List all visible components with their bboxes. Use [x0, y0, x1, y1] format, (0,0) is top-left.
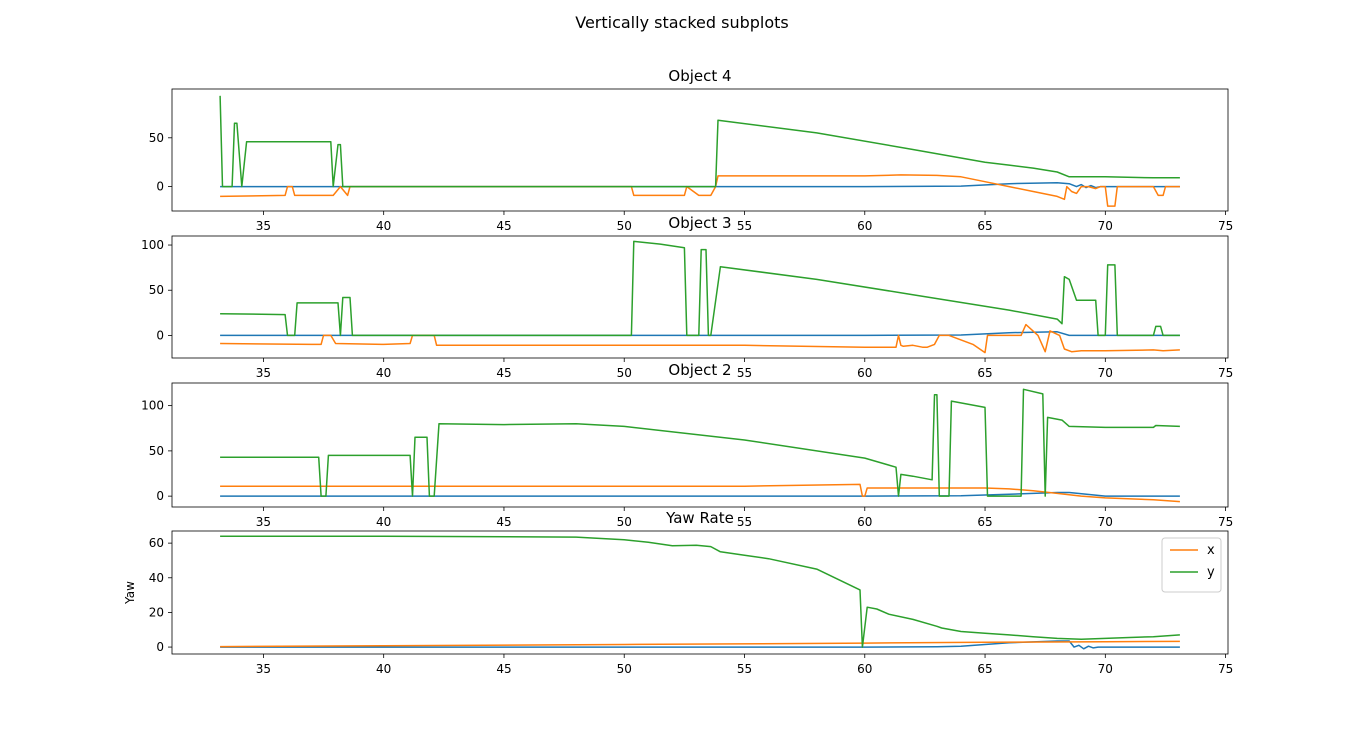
- panel-4-ytick-label: 20: [149, 605, 164, 619]
- panel-2-ytick-label: 100: [141, 238, 164, 252]
- panel-1-xtick-label: 75: [1218, 219, 1233, 233]
- panel-2-title: Object 3: [668, 214, 731, 232]
- panel-2-xtick-label: 35: [256, 366, 271, 380]
- panel-3-series-blue-line: [220, 491, 1180, 497]
- panel-3-xtick-label: 45: [496, 515, 511, 529]
- panel-1-xtick-label: 65: [977, 219, 992, 233]
- panel-4-xtick-label: 45: [496, 662, 511, 676]
- panel-1-title: Object 4: [668, 67, 731, 85]
- panel-1-xtick-label: 70: [1098, 219, 1113, 233]
- panel-4-xtick-label: 75: [1218, 662, 1233, 676]
- panel-3-ytick-label: 100: [141, 399, 164, 413]
- panel-2-xtick-label: 50: [617, 366, 632, 380]
- panel-2-xtick-label: 55: [737, 366, 752, 380]
- panel-4-series-x-line: [220, 640, 1180, 648]
- panel-3-series-green-line: [220, 388, 1180, 497]
- figure-suptitle: Vertically stacked subplots: [575, 13, 789, 32]
- panel-2-xtick-label: 45: [496, 366, 511, 380]
- panel-4-series-blue-line: [220, 640, 1180, 650]
- panel-3-xtick-label: 35: [256, 515, 271, 529]
- panel-4-ylabel: Yaw: [123, 581, 137, 605]
- panel-3-xtick-label: 60: [857, 515, 872, 529]
- panel-2-xtick-label: 75: [1218, 366, 1233, 380]
- panel-2-axes-frame: [171, 235, 1229, 359]
- panel-1-xtick-label: 50: [617, 219, 632, 233]
- panel-3-xtick-label: 40: [376, 515, 391, 529]
- panel-3-xtick-label: 70: [1098, 515, 1113, 529]
- panel-1-ytick-label: 50: [149, 131, 164, 145]
- panel-1-xtick-label: 35: [256, 219, 271, 233]
- panel-2-ytick-label: 50: [149, 283, 164, 297]
- panel-2-series-orange-line: [220, 323, 1180, 354]
- panel-3-ytick-label: 0: [156, 489, 164, 503]
- panel-4-xtick-label: 65: [977, 662, 992, 676]
- panel-1-xtick-label: 60: [857, 219, 872, 233]
- panel-3-xtick-label: 50: [617, 515, 632, 529]
- panel-4-title: Yaw Rate: [665, 509, 734, 527]
- panel-2-ytick-label: 0: [156, 328, 164, 342]
- panel-1-ytick-label: 0: [156, 180, 164, 194]
- panel-4-ytick-label: 60: [149, 536, 164, 550]
- panel-4-ytick-label: 0: [156, 640, 164, 654]
- panel-1-series-orange-line: [220, 174, 1180, 207]
- panel-2-xtick-label: 60: [857, 366, 872, 380]
- panel-2-series-green-line: [220, 240, 1180, 337]
- panel-3-axes-frame: [171, 382, 1229, 508]
- panel-1-axes-frame: [171, 88, 1229, 212]
- panel-4-xtick-label: 70: [1098, 662, 1113, 676]
- panel-1-xtick-label: 55: [737, 219, 752, 233]
- panel-3-title: Object 2: [668, 361, 731, 379]
- panel-4-xtick-label: 60: [857, 662, 872, 676]
- panel-3-ytick-label: 50: [149, 444, 164, 458]
- panel-4-xtick-label: 40: [376, 662, 391, 676]
- panel-4-xtick-label: 55: [737, 662, 752, 676]
- panel-4-axes-frame: [171, 530, 1229, 655]
- panel-1-xtick-label: 40: [376, 219, 391, 233]
- legend-box: [1161, 537, 1222, 593]
- panel-3-xtick-label: 55: [737, 515, 752, 529]
- panel-4-xtick-label: 35: [256, 662, 271, 676]
- panel-4-series-y-line: [220, 535, 1180, 648]
- panel-1-xtick-label: 45: [496, 219, 511, 233]
- panel-1-series-green-line: [219, 95, 1180, 188]
- panel-3-xtick-label: 65: [977, 515, 992, 529]
- legend-label-x: x: [1207, 543, 1215, 558]
- panel-4-xtick-label: 50: [617, 662, 632, 676]
- panel-4-ytick-label: 40: [149, 571, 164, 585]
- panel-3-xtick-label: 75: [1218, 515, 1233, 529]
- panel-2-xtick-label: 65: [977, 366, 992, 380]
- panel-2-xtick-label: 70: [1098, 366, 1113, 380]
- panel-2-xtick-label: 40: [376, 366, 391, 380]
- legend-label-y: y: [1207, 565, 1215, 580]
- panel-3-series-orange-line: [220, 483, 1180, 503]
